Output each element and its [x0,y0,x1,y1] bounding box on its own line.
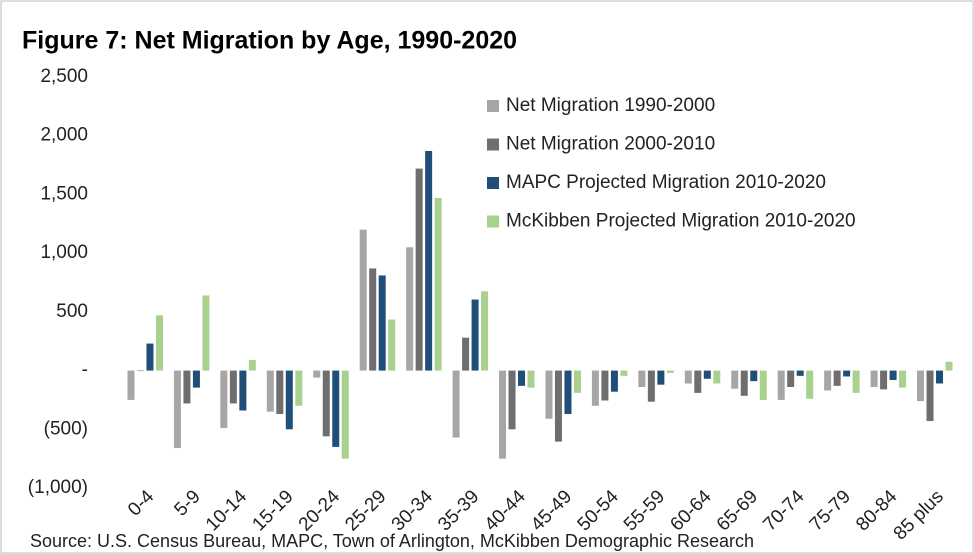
bar [229,370,237,404]
bar [750,370,758,382]
legend-label: Net Migration 1990-2000 [506,95,715,116]
bar [870,370,878,388]
bar [926,370,934,422]
bar [295,370,303,406]
bar [880,370,888,390]
bar [471,299,479,371]
bar [481,291,489,371]
bar [610,370,618,392]
bar [378,275,386,371]
bar [852,370,860,393]
bar [824,370,832,391]
bar [388,319,396,371]
bar [127,370,135,400]
bar [192,370,200,388]
bar [545,370,553,419]
bar [462,337,470,371]
bar [759,370,767,400]
bar [266,370,274,412]
legend-swatch [487,215,499,228]
bar [359,229,367,371]
bar [684,370,692,384]
bar [146,343,154,371]
bar [452,370,460,438]
bar [136,370,144,372]
bar [945,361,953,371]
y-tick-label: 500 [56,301,88,322]
bar [657,370,665,385]
bar [406,247,414,371]
bar [647,370,655,402]
bar [202,295,210,371]
bar [220,370,228,429]
bar [173,370,181,449]
bar [276,370,284,415]
bar [666,370,674,373]
y-tick-label: 1,500 [40,183,88,204]
bar [564,370,572,415]
bar [936,370,944,384]
bar [703,370,711,379]
bar [638,370,646,388]
bar [833,370,841,386]
legend-label: McKibben Projected Migration 2010-2020 [506,211,856,232]
source: Source: U.S. Census Bureau, MAPC, Town o… [30,531,754,551]
y-tick-label: (500) [44,418,88,439]
bar [620,370,628,376]
bar [917,370,925,402]
bar [889,370,897,380]
legend-label: Net Migration 2000-2010 [506,134,715,155]
bar [415,168,423,371]
bar [554,370,562,442]
chart-title: Figure 7: Net Migration by Age, 1990-202… [22,27,517,55]
bar [740,370,748,396]
y-tick-label: 1,000 [40,242,88,263]
bar [285,370,293,430]
bar [573,370,581,393]
bar [527,370,535,388]
bar [806,370,814,399]
bar [591,370,599,406]
bar [518,370,526,386]
bar [183,370,191,404]
legend-label: MAPC Projected Migration 2010-2020 [506,172,826,193]
bar [777,370,785,400]
y-tick-label: 2,500 [40,66,88,87]
bar [601,370,609,401]
bar [434,197,442,371]
bar [425,150,433,371]
bar [899,370,907,388]
bar [155,315,163,371]
y-tick-label: (1,000) [28,477,88,498]
bar [332,370,340,447]
legend-swatch [487,138,499,151]
bar [322,370,330,437]
y-tick-label: 2,000 [40,125,88,146]
bar [508,370,516,430]
bar [694,370,702,393]
y-tick-label: - [82,360,88,381]
bar [713,370,721,384]
bar [796,370,804,376]
bar [239,370,247,411]
bar [313,370,321,378]
bar [248,360,256,371]
legend-swatch [487,100,499,112]
bar [731,370,739,389]
bar [369,268,377,371]
legend-swatch [487,177,499,189]
bar [499,370,507,459]
bar [843,370,851,377]
bar [341,370,349,459]
bar [787,370,795,388]
